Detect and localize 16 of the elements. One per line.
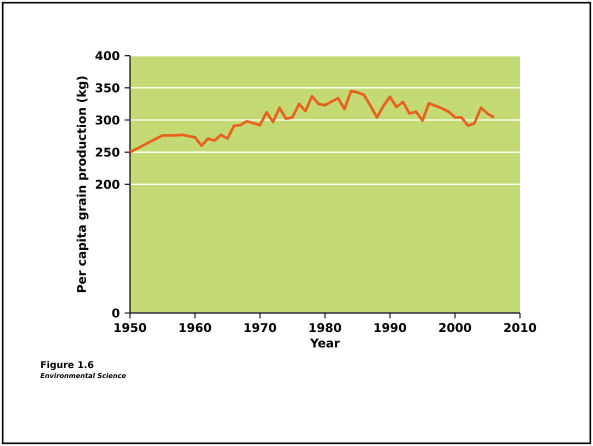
x-tick-label: 2000 (439, 323, 472, 332)
x-tick-label: 1980 (310, 323, 342, 332)
y-tick-label: 200 (96, 180, 120, 189)
y-tick-label: 300 (96, 115, 120, 125)
x-tick-label: 1960 (180, 323, 212, 332)
x-tick-label: 1970 (244, 323, 276, 332)
x-tick-label: 2010 (504, 323, 536, 332)
y-tick-label: 0 (112, 308, 120, 318)
y-tick-label: 250 (96, 148, 120, 157)
y-tick-label: 350 (96, 83, 120, 92)
x-tick-label: 1950 (114, 323, 146, 332)
y-tick-label: 400 (95, 51, 120, 60)
x-axis-title: Year (310, 338, 340, 348)
x-tick-label: 1990 (374, 323, 406, 332)
caption: Figure 1.6 (41, 360, 94, 370)
y-axis-title: Per capita grain production (kg) (76, 76, 88, 292)
